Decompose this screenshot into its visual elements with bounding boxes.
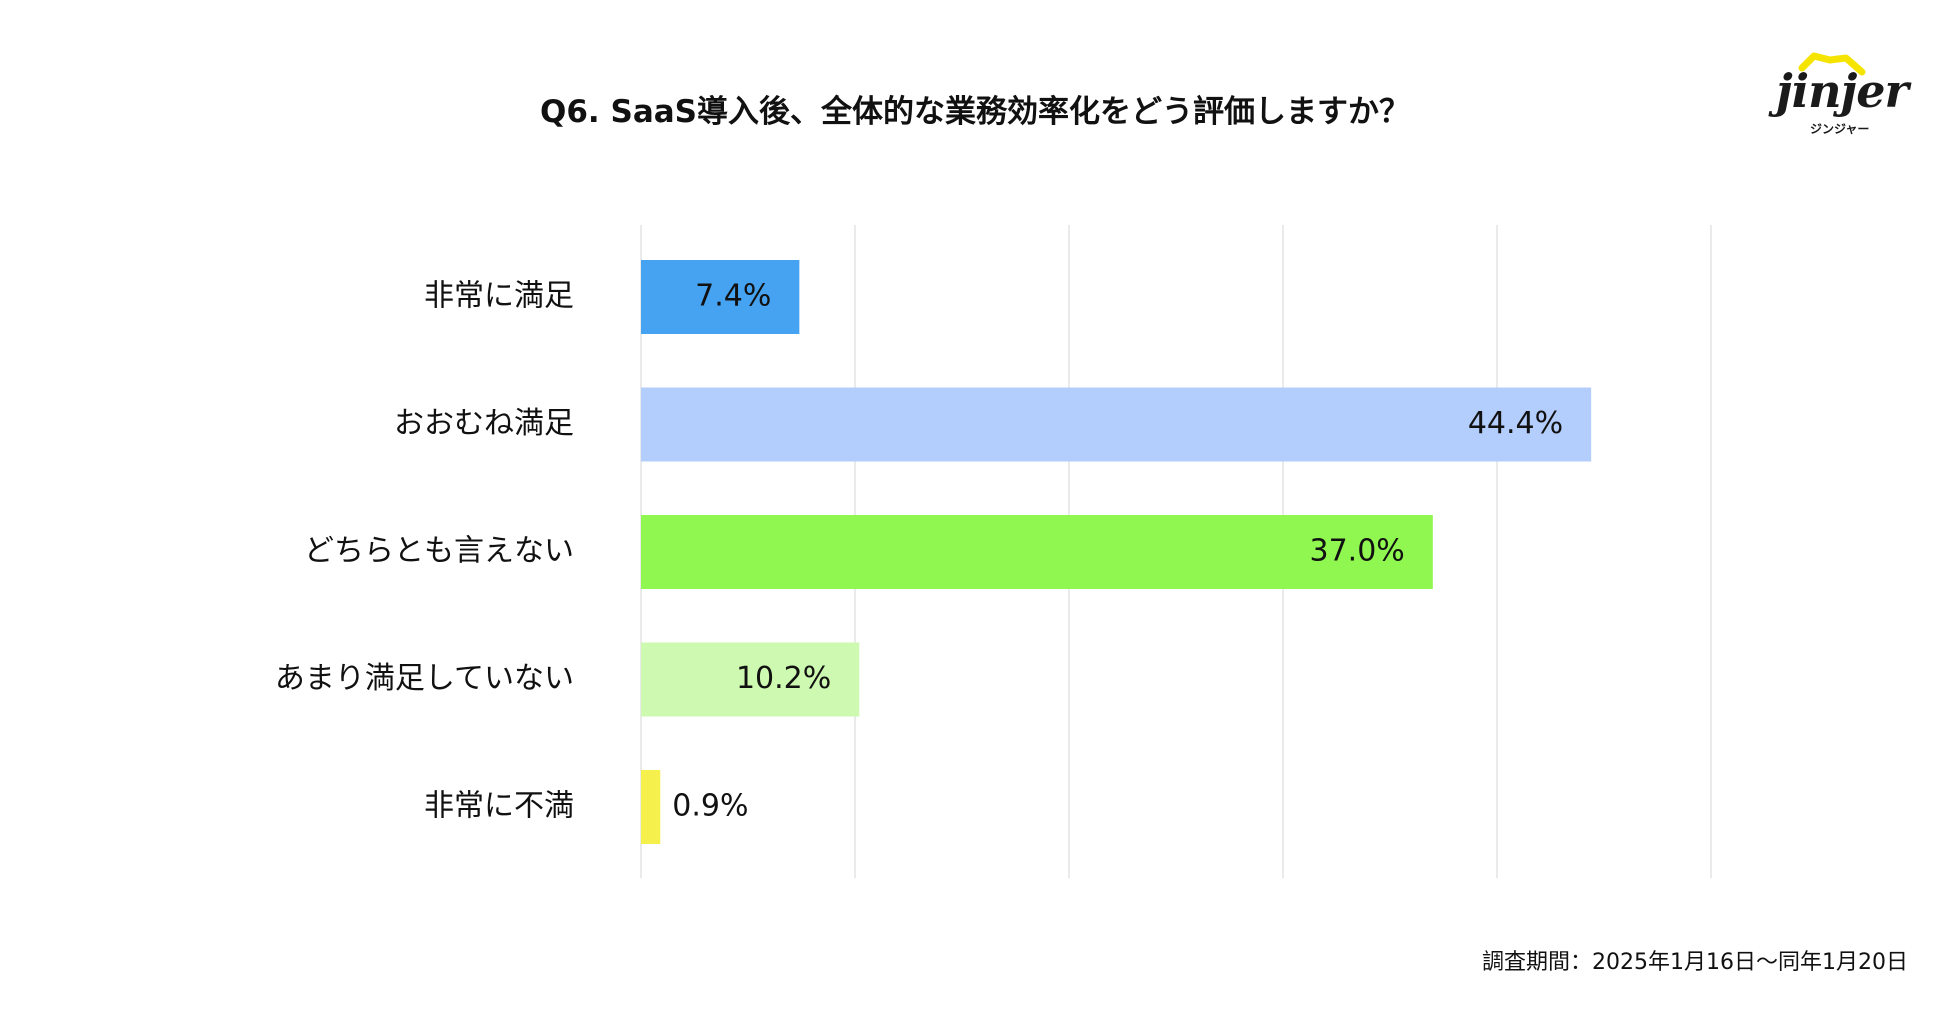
category-label: あまり満足していない (275, 661, 574, 696)
value-label: 44.4% (1468, 406, 1563, 441)
logo-wordmark: jinjer (1776, 64, 1909, 118)
bar (641, 387, 1592, 462)
logo-kana: ジンジャー (1810, 122, 1870, 136)
roof-icon (1798, 52, 1866, 76)
chart-title: Q6. SaaS導入後、全体的な業務効率化をどう評価しますか？ (540, 94, 1410, 130)
survey-period-note: 調査期間：2025年1月16日〜同年1月20日 (1482, 950, 1908, 975)
category-label: 非常に満足 (424, 279, 574, 314)
value-label: 10.2% (736, 661, 831, 696)
value-label: 7.4% (695, 279, 771, 314)
bar (641, 642, 860, 717)
jinjer-logo: jinjer ジンジャー (1772, 50, 1912, 140)
bar (641, 515, 1433, 589)
category-label: 非常に不満 (424, 789, 574, 824)
value-label: 37.0% (1309, 534, 1404, 569)
value-label: 0.9% (672, 789, 748, 824)
category-label: どちらとも言えない (304, 534, 574, 569)
bar (641, 260, 800, 334)
category-label: おおむね満足 (394, 406, 574, 441)
bar (641, 770, 661, 844)
